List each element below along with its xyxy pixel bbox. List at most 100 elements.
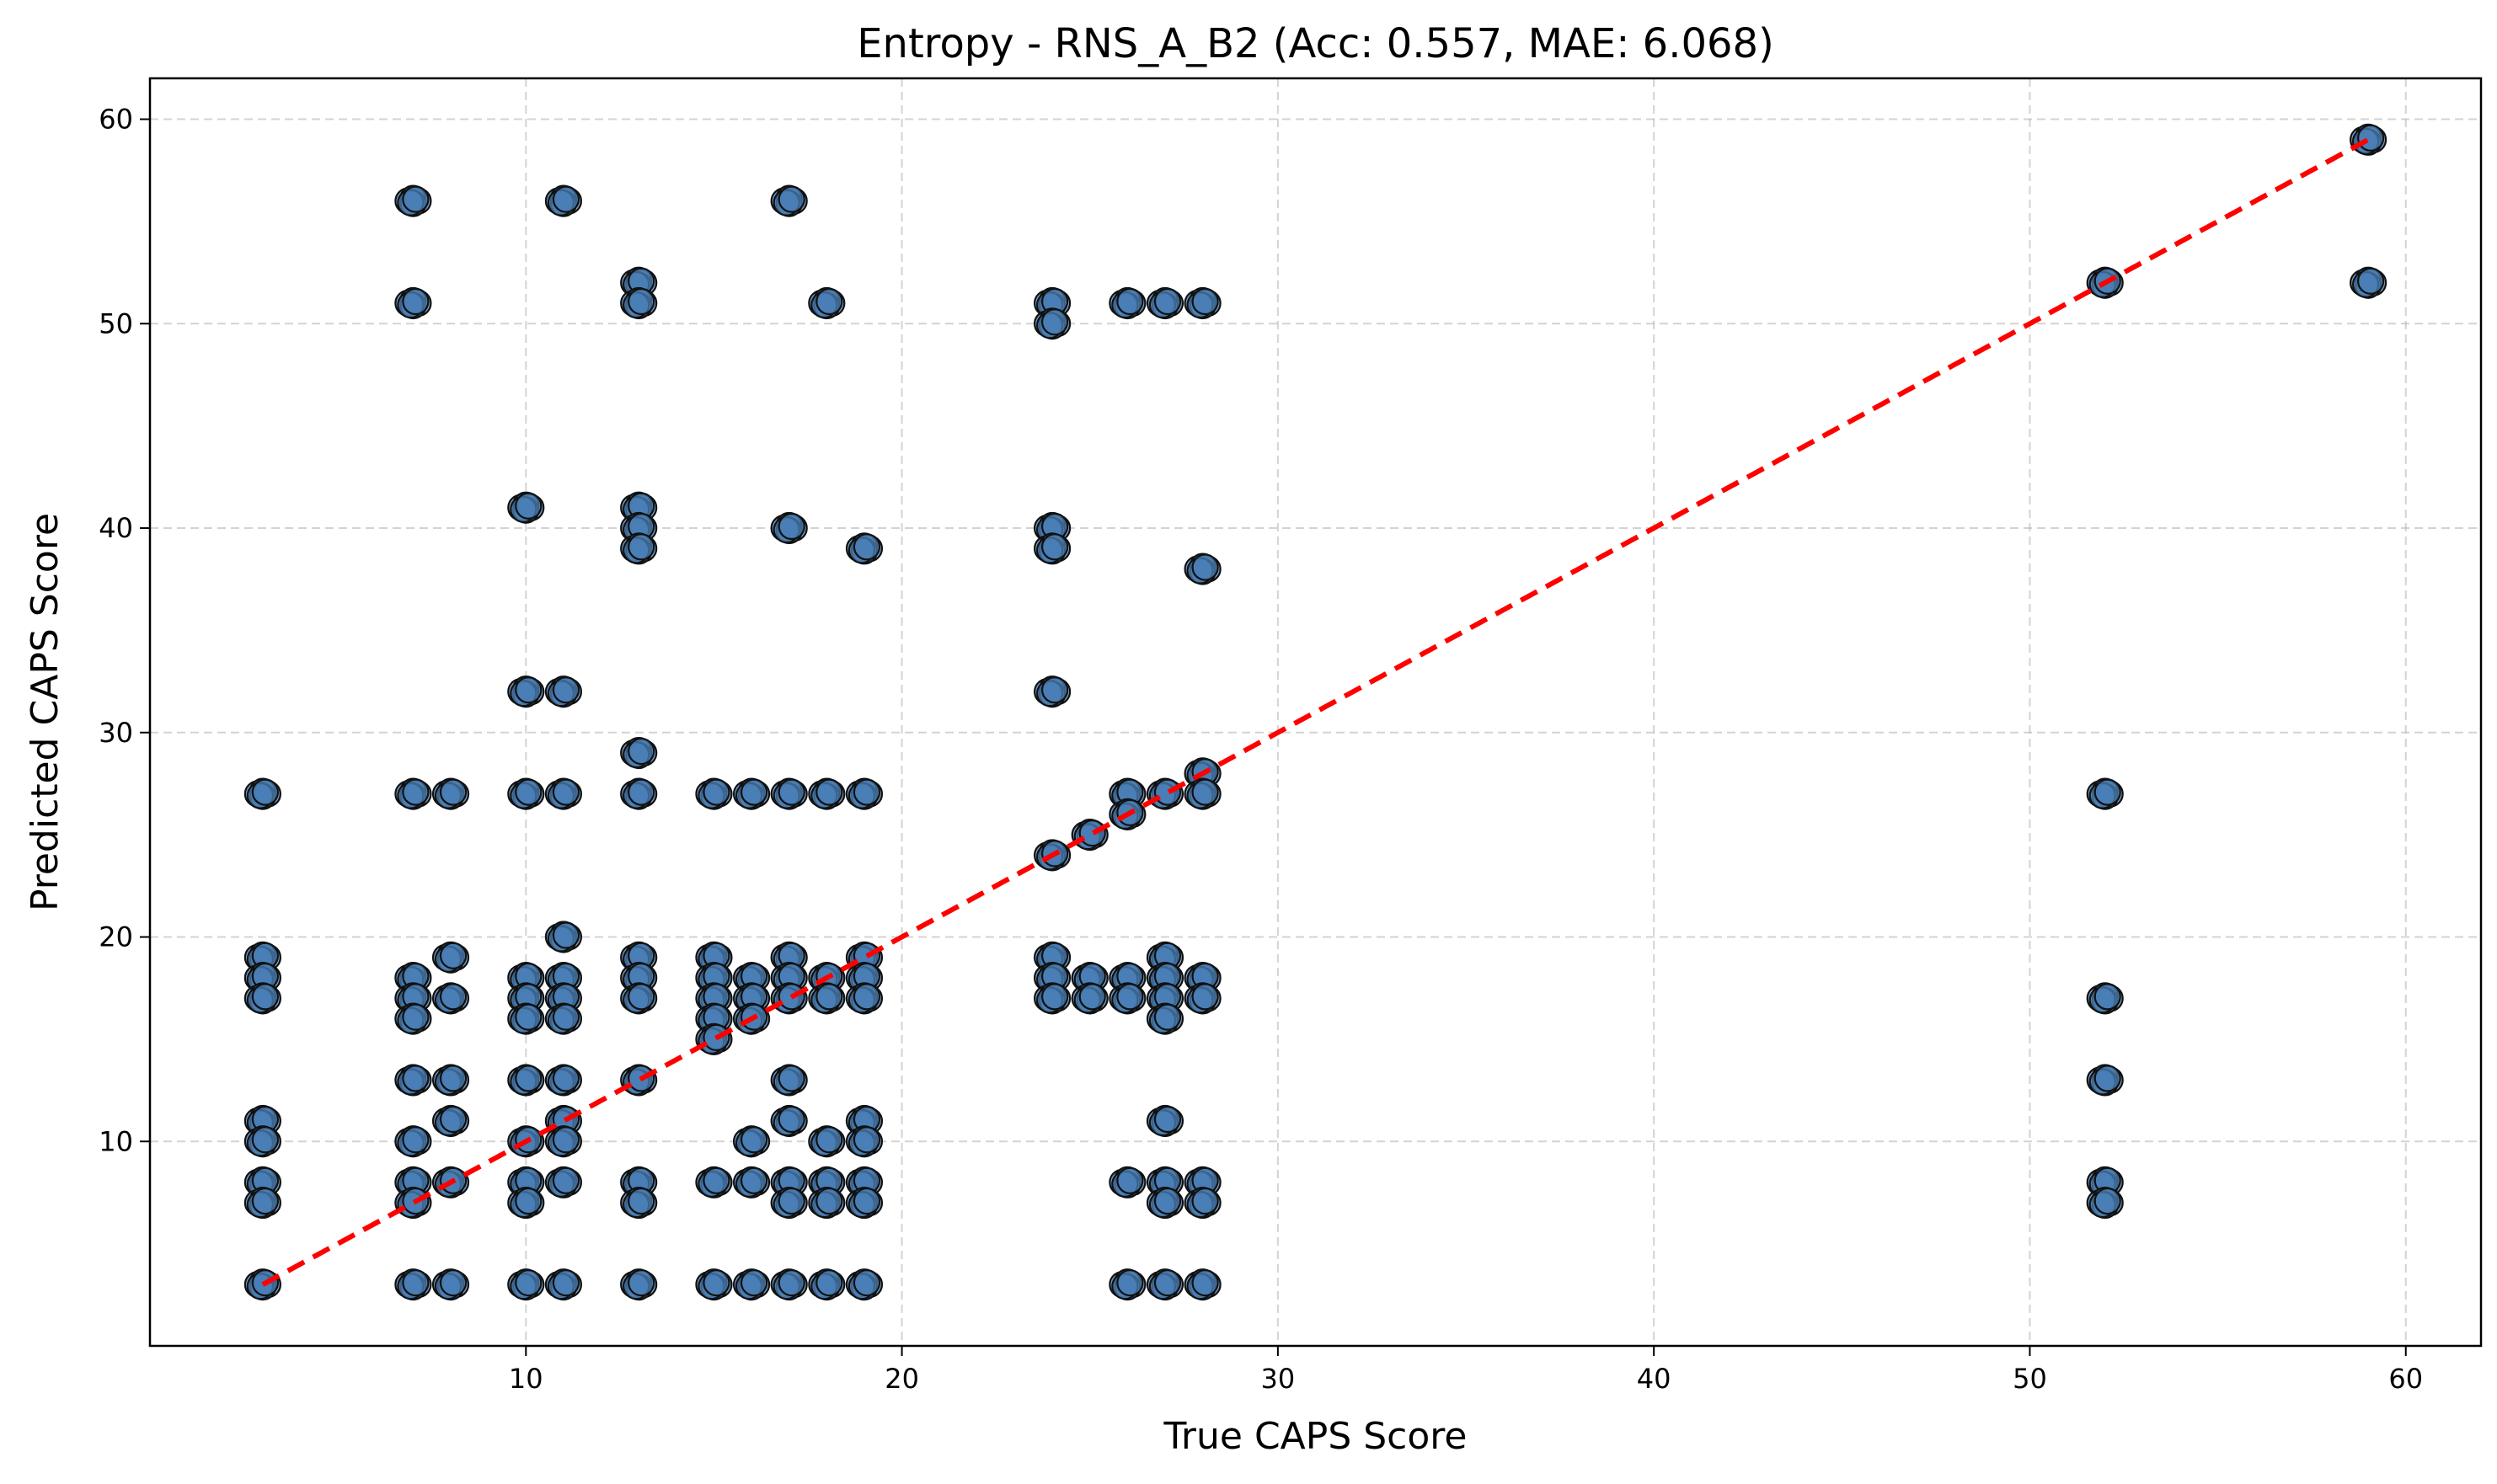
scatter-point: [740, 1126, 768, 1154]
scatter-point: [439, 1269, 468, 1297]
scatter-point: [439, 983, 468, 1011]
scatter-point: [703, 1269, 730, 1297]
scatter-point: [439, 1105, 468, 1134]
scatter-point: [552, 676, 580, 704]
scatter-point: [515, 492, 543, 520]
scatter-point: [402, 778, 430, 806]
scatter-point: [1153, 1269, 1182, 1297]
scatter-point: [1040, 676, 1069, 704]
scatter-point: [1153, 1187, 1182, 1215]
scatter-point: [2357, 267, 2385, 295]
scatter-point: [778, 1065, 805, 1092]
scatter-point: [815, 1126, 843, 1154]
y-tick-label: 50: [99, 307, 133, 339]
scatter-point: [703, 778, 730, 806]
y-tick-label: 40: [99, 512, 133, 544]
scatter-point: [1191, 1269, 1219, 1297]
y-axis-title: Predicted CAPS Score: [24, 513, 67, 911]
scatter-point: [402, 287, 430, 316]
scatter-point: [778, 1105, 805, 1134]
scatter-point: [439, 1065, 468, 1092]
scatter-point: [251, 1126, 279, 1154]
scatter-point: [552, 1003, 580, 1031]
scatter-point: [1040, 983, 1069, 1011]
scatter-point: [853, 1187, 881, 1215]
x-axis-title: True CAPS Score: [1163, 1415, 1468, 1458]
scatter-point: [628, 737, 655, 766]
scatter-point: [552, 1065, 580, 1092]
scatter-point: [1078, 819, 1106, 847]
scatter-point: [1153, 1105, 1182, 1134]
scatter-point: [853, 983, 881, 1011]
scatter-point: [552, 185, 580, 213]
scatter-point: [628, 1187, 655, 1215]
scatter-point: [515, 1187, 543, 1215]
scatter-point: [853, 533, 881, 561]
scatter-point: [552, 1269, 580, 1297]
chart-title: Entropy - RNS_A_B2 (Acc: 0.557, MAE: 6.0…: [857, 20, 1774, 67]
x-tick-label: 40: [1637, 1363, 1671, 1395]
scatter-point: [815, 1187, 843, 1215]
grid-lines: [150, 78, 2481, 1346]
scatter-point: [515, 1003, 543, 1031]
identity-reference-line: [261, 137, 2370, 1287]
scatter-point: [439, 778, 468, 806]
scatter-point: [552, 1166, 580, 1194]
axis-ticks: 10 20 30 40 50 60 10 20 30 40 50 60: [99, 104, 2423, 1395]
scatter-point: [251, 1187, 279, 1215]
scatter-point: [853, 778, 881, 806]
scatter-point: [552, 1126, 580, 1154]
scatter-point: [402, 1065, 430, 1092]
scatter-point: [740, 778, 768, 806]
scatter-point: [402, 1269, 430, 1297]
scatter-point: [1153, 778, 1182, 806]
y-tick-label: 30: [99, 717, 133, 749]
scatter-point: [815, 287, 843, 316]
reference-line-layer: [261, 137, 2370, 1287]
scatter-point: [1191, 287, 1219, 316]
scatter-point: [1116, 1269, 1144, 1297]
scatter-point: [2093, 1065, 2121, 1092]
scatter-point: [778, 778, 805, 806]
scatter-point: [853, 1269, 881, 1297]
scatter-point: [778, 185, 805, 213]
scatter-point: [439, 942, 468, 969]
scatter-point: [815, 778, 843, 806]
scatter-point: [251, 983, 279, 1011]
scatter-point: [778, 1187, 805, 1215]
scatter-point: [2093, 983, 2121, 1011]
scatter-point: [515, 676, 543, 704]
scatter-point: [1153, 1003, 1182, 1031]
scatter-point: [740, 1166, 768, 1194]
scatter-point: [1040, 533, 1069, 561]
x-tick-label: 10: [509, 1363, 543, 1395]
scatter-point: [1116, 1166, 1144, 1194]
scatter-point: [1191, 553, 1219, 581]
scatter-point: [552, 778, 580, 806]
scatter-point: [815, 983, 843, 1011]
x-tick-label: 20: [885, 1363, 919, 1395]
scatter-point: [515, 1065, 543, 1092]
scatter-point: [2093, 1187, 2121, 1215]
scatter-point: [740, 1269, 768, 1297]
scatter-point: [778, 1269, 805, 1297]
scatter-point: [815, 1269, 843, 1297]
scatter-point: [402, 185, 430, 213]
scatter-point: [402, 1003, 430, 1031]
data-points: [243, 123, 2387, 1301]
scatter-point: [515, 778, 543, 806]
scatter-point: [2093, 778, 2121, 806]
y-tick-label: 60: [99, 104, 133, 136]
y-tick-label: 20: [99, 921, 133, 953]
scatter-point: [1191, 778, 1219, 806]
scatter-point: [778, 512, 805, 541]
x-tick-label: 50: [2013, 1363, 2047, 1395]
scatter-point: [628, 1269, 655, 1297]
scatter-point: [628, 778, 655, 806]
scatter-point: [2357, 124, 2385, 152]
scatter-point: [1116, 287, 1144, 316]
scatter-point: [628, 983, 655, 1011]
scatter-point: [628, 287, 655, 316]
